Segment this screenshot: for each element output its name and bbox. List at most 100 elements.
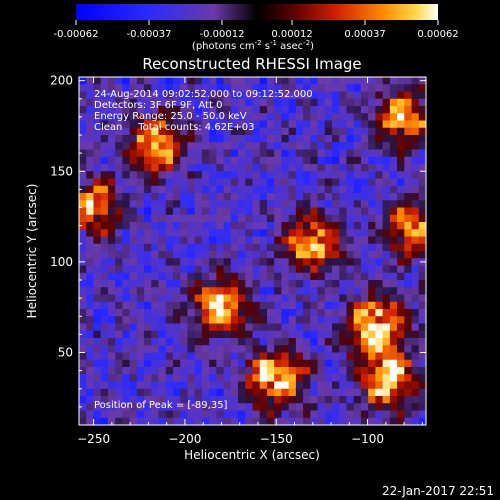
- heatmap-cell: [115, 113, 123, 122]
- heatmap-cell: [346, 77, 355, 85]
- heatmap-cell: [93, 316, 102, 325]
- heatmap-cell: [201, 359, 210, 368]
- heatmap-cell: [151, 84, 160, 93]
- heatmap-cell: [230, 149, 239, 158]
- heatmap-cell: [144, 301, 152, 310]
- heatmap-cell: [397, 410, 405, 419]
- heatmap-cell: [79, 91, 87, 100]
- heatmap-cell: [115, 403, 123, 412]
- heatmap-cell: [281, 178, 290, 187]
- heatmap-cell: [274, 222, 283, 230]
- heatmap-cell: [194, 77, 203, 85]
- heatmap-cell: [332, 113, 340, 122]
- heatmap-cell: [353, 243, 362, 252]
- heatmap-cell: [317, 200, 326, 209]
- heatmap-cell: [295, 388, 304, 397]
- heatmap-cell: [266, 91, 275, 100]
- heatmap-cell: [411, 294, 420, 303]
- heatmap-cell: [404, 345, 413, 354]
- heatmap-cell: [404, 135, 413, 143]
- heatmap-cell: [209, 164, 217, 172]
- heatmap-cell: [100, 258, 109, 267]
- heatmap-cell: [324, 127, 333, 136]
- heatmap-cell: [310, 164, 319, 172]
- heatmap-cell: [165, 200, 174, 209]
- heatmap-cell: [245, 84, 254, 93]
- heatmap-cell: [122, 207, 131, 216]
- heatmap-cell: [115, 280, 123, 288]
- heatmap-cell: [100, 200, 109, 209]
- heatmap-cell: [216, 251, 225, 259]
- heatmap-cell: [187, 84, 196, 93]
- heatmap-cell: [209, 417, 217, 425]
- heatmap-cell: [245, 91, 254, 100]
- heatmap-cell: [216, 330, 225, 339]
- heatmap-cell: [274, 251, 283, 259]
- heatmap-cell: [201, 113, 210, 122]
- heatmap-cell: [180, 301, 189, 310]
- heatmap-cell: [209, 171, 217, 180]
- heatmap-cell: [100, 417, 109, 425]
- heatmap-cell: [252, 287, 261, 296]
- heatmap-cell: [339, 77, 348, 85]
- heatmap-cell: [418, 127, 426, 136]
- heatmap-cell: [375, 229, 384, 238]
- heatmap-cell: [230, 417, 239, 425]
- heatmap-cell: [259, 301, 268, 310]
- heatmap-cell: [115, 323, 123, 332]
- heatmap-cell: [368, 127, 376, 136]
- heatmap-cell: [404, 309, 413, 317]
- heatmap-cell: [360, 106, 369, 114]
- heatmap-cell: [151, 287, 160, 296]
- heatmap-cell: [317, 403, 326, 412]
- heatmap-cell: [274, 381, 283, 390]
- heatmap-cell: [360, 330, 369, 339]
- heatmap-cell: [136, 396, 145, 404]
- heatmap-cell: [295, 98, 304, 107]
- heatmap-cell: [144, 113, 152, 122]
- heatmap-cell: [151, 236, 160, 245]
- heatmap-cell: [180, 229, 189, 238]
- heatmap-cell: [245, 193, 254, 201]
- heatmap-cell: [310, 280, 319, 288]
- heatmap-cell: [223, 309, 232, 317]
- heatmap-cell: [209, 200, 217, 209]
- heatmap-cell: [245, 287, 254, 296]
- heatmap-cell: [360, 185, 369, 194]
- heatmap-cell: [353, 403, 362, 412]
- heatmap-cell: [252, 301, 261, 310]
- heatmap-cell: [281, 113, 290, 122]
- heatmap-cell: [252, 149, 261, 158]
- heatmap-cell: [187, 330, 196, 339]
- heatmap-cell: [122, 77, 131, 85]
- heatmap-cell: [353, 265, 362, 274]
- heatmap-cell: [418, 338, 426, 346]
- heatmap-cell: [209, 323, 217, 332]
- heatmap-cell: [252, 417, 261, 425]
- heatmap-cell: [317, 352, 326, 361]
- annotation-detectors: Detectors: 3F 6F 9F, Att 0: [94, 100, 222, 111]
- heatmap-cell: [187, 417, 196, 425]
- heatmap-cell: [389, 236, 398, 245]
- heatmap-cell: [332, 388, 340, 397]
- heatmap-cell: [375, 272, 384, 281]
- heatmap-cell: [382, 120, 391, 129]
- heatmap-cell: [411, 77, 420, 85]
- heatmap-cell: [274, 243, 283, 252]
- heatmap-cell: [288, 265, 297, 274]
- heatmap-cell: [266, 98, 275, 107]
- heatmap-cell: [151, 330, 160, 339]
- heatmap-cell: [194, 265, 203, 274]
- heatmap-cell: [122, 403, 131, 412]
- heatmap-cell: [144, 345, 152, 354]
- heatmap-cell: [346, 164, 355, 172]
- heatmap-cell: [332, 98, 340, 107]
- heatmap-cell: [122, 149, 131, 158]
- heatmap-cell: [122, 338, 131, 346]
- x-tick-label: −100: [351, 432, 384, 446]
- heatmap-cell: [324, 338, 333, 346]
- heatmap-cell: [317, 251, 326, 259]
- heatmap-cell: [360, 142, 369, 151]
- heatmap-cell: [332, 178, 340, 187]
- heatmap-cell: [389, 193, 398, 201]
